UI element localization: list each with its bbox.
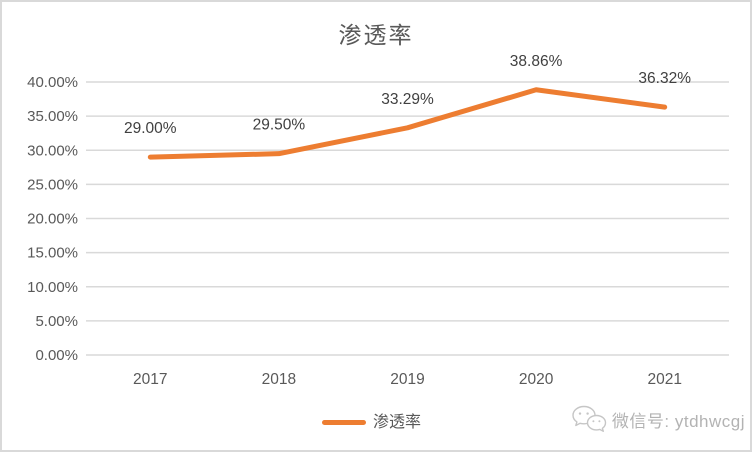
- y-tick-label: 15.00%: [27, 245, 78, 262]
- x-tick-label: 2019: [390, 371, 424, 388]
- series-line: [147, 87, 668, 160]
- x-tick-label: 2021: [647, 371, 681, 388]
- wechat-icon: [572, 405, 607, 432]
- data-label: 29.00%: [124, 120, 177, 137]
- data-label: 29.50%: [253, 117, 306, 134]
- y-tick-label: 5.00%: [35, 313, 78, 330]
- data-label: 33.29%: [381, 91, 434, 108]
- legend-line-swatch: [322, 419, 366, 425]
- legend: 渗透率: [322, 413, 421, 431]
- y-tick-label: 35.00%: [27, 108, 78, 125]
- watermark: 微信号: ytdhwcgj: [571, 404, 745, 434]
- y-tick-label: 10.00%: [27, 279, 78, 296]
- y-tick-label: 40.00%: [27, 74, 78, 91]
- x-tick-label: 2020: [519, 371, 554, 388]
- y-tick-label: 20.00%: [27, 211, 78, 228]
- watermark-text: 微信号: ytdhwcgj: [611, 411, 745, 431]
- legend-label: 渗透率: [373, 412, 422, 431]
- data-label: 38.86%: [510, 53, 563, 70]
- y-tick-label: 25.00%: [27, 176, 78, 193]
- y-tick-label: 0.00%: [35, 347, 78, 364]
- x-tick-label: 2018: [262, 371, 296, 388]
- x-tick-label: 2017: [133, 371, 167, 388]
- chart-title: 渗透率: [338, 23, 414, 49]
- data-label: 36.32%: [638, 70, 691, 87]
- y-tick-label: 30.00%: [27, 142, 78, 159]
